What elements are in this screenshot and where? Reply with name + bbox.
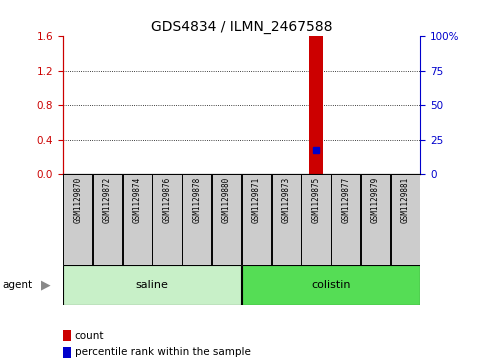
Bar bbox=[361, 174, 390, 265]
Text: percentile rank within the sample: percentile rank within the sample bbox=[75, 347, 251, 357]
Text: GSM1129872: GSM1129872 bbox=[103, 177, 112, 223]
Text: colistin: colistin bbox=[311, 280, 351, 290]
Bar bbox=[182, 174, 212, 265]
Text: GSM1129881: GSM1129881 bbox=[401, 177, 410, 223]
Text: GSM1129879: GSM1129879 bbox=[371, 177, 380, 223]
Text: count: count bbox=[75, 331, 104, 341]
Bar bbox=[212, 174, 241, 265]
Bar bbox=[63, 265, 241, 305]
Text: GSM1129878: GSM1129878 bbox=[192, 177, 201, 223]
Bar bbox=[271, 174, 301, 265]
Bar bbox=[123, 174, 152, 265]
Bar bbox=[153, 174, 182, 265]
Text: GSM1129873: GSM1129873 bbox=[282, 177, 291, 223]
Text: GSM1129880: GSM1129880 bbox=[222, 177, 231, 223]
Text: GSM1129877: GSM1129877 bbox=[341, 177, 350, 223]
Text: GSM1129876: GSM1129876 bbox=[163, 177, 171, 223]
Text: GSM1129874: GSM1129874 bbox=[133, 177, 142, 223]
Text: agent: agent bbox=[2, 280, 32, 290]
Bar bbox=[93, 174, 122, 265]
Text: GSM1129875: GSM1129875 bbox=[312, 177, 320, 223]
Bar bbox=[331, 174, 360, 265]
Bar bbox=[309, 36, 324, 174]
Bar bbox=[242, 174, 271, 265]
Title: GDS4834 / ILMN_2467588: GDS4834 / ILMN_2467588 bbox=[151, 20, 332, 34]
Bar bbox=[63, 174, 92, 265]
Bar bbox=[391, 174, 420, 265]
Text: saline: saline bbox=[136, 280, 169, 290]
Text: GSM1129870: GSM1129870 bbox=[73, 177, 82, 223]
Bar bbox=[301, 174, 330, 265]
Bar bbox=[242, 265, 420, 305]
Text: ▶: ▶ bbox=[41, 278, 51, 291]
Text: GSM1129871: GSM1129871 bbox=[252, 177, 261, 223]
